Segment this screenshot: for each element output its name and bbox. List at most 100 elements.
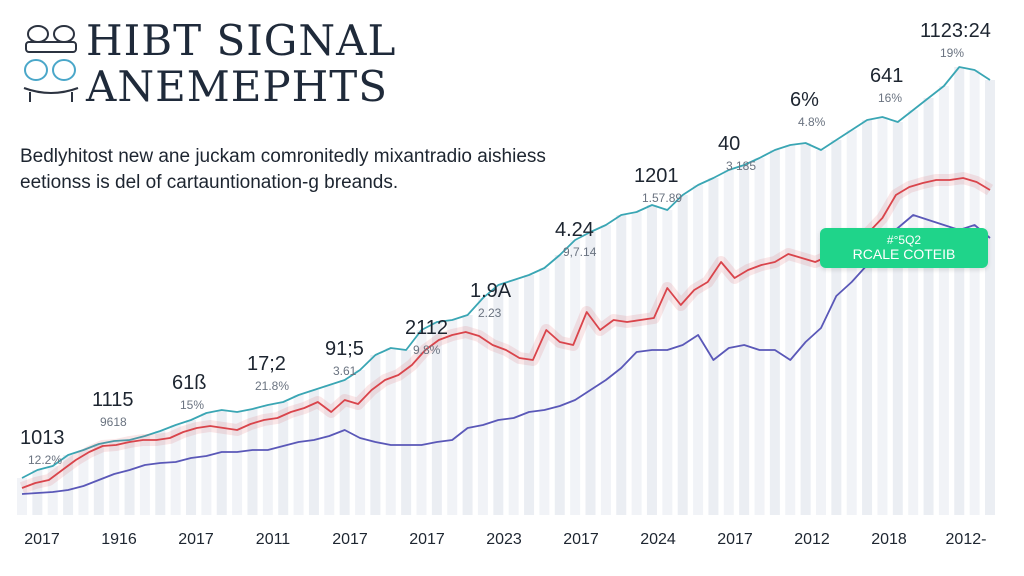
- background-bar: [877, 117, 888, 515]
- background-bar: [954, 67, 965, 515]
- background-bar: [631, 212, 642, 515]
- background-bar: [554, 255, 565, 515]
- description-line-2: eetionss is del of cartauntionation-g br…: [20, 172, 399, 193]
- background-bar: [662, 210, 673, 515]
- background-bar: [508, 280, 519, 515]
- background-bar: [800, 143, 811, 515]
- x-tick-label: 2024: [640, 531, 676, 548]
- annotation-sub: 9.8%: [413, 343, 441, 357]
- background-bar: [447, 320, 458, 515]
- background-bar: [431, 322, 442, 515]
- annotation-value: 1123:24: [920, 20, 991, 42]
- background-bar: [370, 355, 381, 515]
- x-tick-label: 1916: [101, 531, 137, 548]
- series-line-1: [21, 66, 991, 479]
- background-bar: [938, 86, 949, 515]
- x-tick-label: 2011: [256, 531, 291, 548]
- background-bar: [216, 410, 227, 515]
- background-bar: [539, 268, 550, 515]
- annotation-sub: 12.2%: [28, 453, 62, 467]
- background-bar: [186, 420, 197, 515]
- background-bar: [401, 350, 412, 515]
- background-bar: [862, 120, 873, 515]
- background-bar: [278, 402, 289, 515]
- series-band: [19, 172, 994, 494]
- annotation-sub: 19%: [940, 46, 964, 60]
- background-bar: [308, 390, 319, 515]
- annotation-value: 1201: [634, 165, 679, 187]
- background-bar: [570, 240, 581, 515]
- x-tick-label: 2017: [24, 531, 60, 548]
- annotation-value: 1.9А: [470, 280, 512, 302]
- background-bar: [324, 385, 335, 515]
- background-bar: [985, 80, 995, 515]
- annotation-sub: 3.61: [333, 364, 357, 378]
- background-bar: [708, 178, 719, 515]
- background-bar: [247, 409, 258, 515]
- background-bar: [262, 405, 273, 515]
- x-axis-ticks: 2017 1916 2017 2011 2017 2017 2023 2017 2024 2017…: [24, 531, 986, 548]
- annotation-sub: 1.57.89: [642, 191, 682, 205]
- x-tick-label: 2017: [717, 531, 753, 548]
- page-title-line-2: ANEMEPHTS: [86, 62, 389, 111]
- background-bar: [124, 440, 135, 515]
- background-bar: [616, 215, 627, 515]
- background-bar: [923, 98, 934, 515]
- background-bar: [908, 110, 919, 515]
- background-bar: [524, 275, 535, 515]
- x-tick-label: 2017: [409, 531, 445, 548]
- annotation-sub: 21.8%: [255, 379, 289, 393]
- background-bar: [477, 298, 488, 515]
- background-bar: [416, 330, 427, 515]
- annotation-sub: 9,7.14: [563, 245, 597, 259]
- background-bar: [462, 315, 473, 515]
- background-bar: [693, 185, 704, 515]
- background-bar: [585, 232, 596, 515]
- background-bar: [339, 380, 350, 515]
- background-bar: [969, 70, 980, 515]
- x-tick-label: 2018: [871, 531, 907, 548]
- status-badge[interactable]: #°5Q2 RCALE COTEIB: [820, 228, 988, 268]
- background-bar: [846, 130, 857, 515]
- background-bar: [355, 370, 366, 515]
- badge-line-2: RCALE COTEIB: [852, 246, 956, 262]
- x-tick-label: 2017: [563, 531, 599, 548]
- background-bar: [47, 466, 58, 515]
- annotation-value: 61ß: [172, 372, 206, 394]
- x-tick-label: 2012-: [946, 531, 987, 548]
- annotation-value: 1013: [20, 427, 65, 449]
- background-bar: [109, 441, 120, 515]
- background-bar: [493, 285, 504, 515]
- annotation-sub: 9618: [100, 415, 127, 429]
- annotation-value: 641: [870, 65, 903, 87]
- annotation-value: 6%: [790, 89, 819, 111]
- annotation-sub: 2.23: [478, 306, 502, 320]
- background-bar: [139, 436, 150, 515]
- background-bar: [232, 412, 243, 515]
- background-bar: [201, 413, 212, 515]
- background-bar: [723, 170, 734, 515]
- background-bar: [831, 140, 842, 515]
- background-bar: [155, 431, 166, 515]
- background-bar: [754, 158, 765, 515]
- annotation-sub: 3 185: [726, 159, 756, 173]
- background-bar: [815, 150, 826, 515]
- page-title-line-1: HIBT SIGNAL: [86, 16, 397, 65]
- badge-line-1: #°5Q2: [886, 233, 922, 247]
- annotation-value: 17;2: [247, 353, 286, 375]
- annotation-sub: 16%: [878, 91, 902, 105]
- background-bar: [785, 145, 796, 515]
- x-tick-label: 2017: [178, 531, 214, 548]
- background-bars: [17, 67, 995, 515]
- background-bar: [600, 225, 611, 515]
- background-bar: [677, 195, 688, 515]
- background-bar: [385, 348, 396, 515]
- annotation-sub: 15%: [180, 398, 204, 412]
- background-bar: [63, 455, 74, 515]
- background-bar: [17, 478, 27, 515]
- annotation-value: 1115: [92, 389, 134, 411]
- annotation-value: 2112: [405, 317, 448, 339]
- annotation-value: 91;5: [325, 338, 364, 360]
- background-bar: [293, 395, 304, 515]
